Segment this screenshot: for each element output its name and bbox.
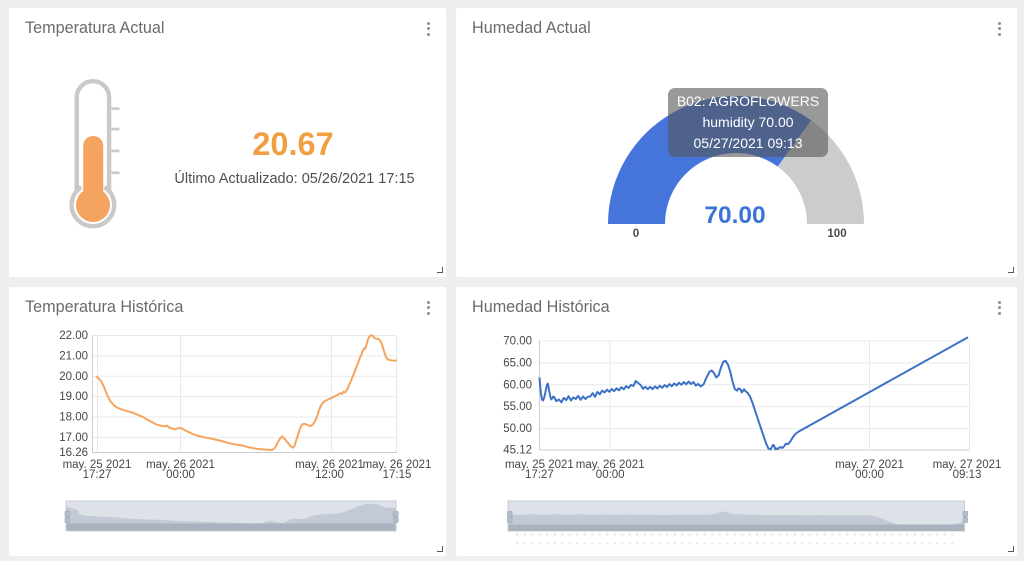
svg-text:17.00: 17.00 — [59, 432, 88, 444]
svg-text:may. 26 2021: may. 26 2021 — [363, 459, 432, 471]
svg-text:70.00: 70.00 — [503, 336, 532, 348]
svg-text:may. 25 2021: may. 25 2021 — [505, 459, 574, 471]
svg-text:16.26: 16.26 — [59, 447, 88, 459]
svg-text:09:13: 09:13 — [953, 469, 982, 481]
svg-text:55.00: 55.00 — [503, 401, 532, 413]
svg-text:20.00: 20.00 — [59, 371, 88, 383]
svg-text:17:15: 17:15 — [383, 469, 412, 481]
svg-text:21.00: 21.00 — [59, 350, 88, 362]
svg-text:17:27: 17:27 — [83, 469, 112, 481]
svg-text:18.00: 18.00 — [59, 412, 88, 424]
svg-text:65.00: 65.00 — [503, 357, 532, 369]
svg-text:may. 26 2021: may. 26 2021 — [295, 459, 364, 471]
svg-text:00:00: 00:00 — [596, 469, 625, 481]
svg-text:22.00: 22.00 — [59, 330, 88, 342]
svg-text:00:00: 00:00 — [855, 469, 884, 481]
svg-text:60.00: 60.00 — [503, 379, 532, 391]
svg-text:may. 26 2021: may. 26 2021 — [576, 459, 645, 471]
svg-text:19.00: 19.00 — [59, 391, 88, 403]
svg-text:45.12: 45.12 — [503, 445, 532, 457]
svg-text:17:27: 17:27 — [525, 469, 554, 481]
svg-text:may. 27 2021: may. 27 2021 — [835, 459, 904, 471]
svg-text:may. 25 2021: may. 25 2021 — [63, 459, 132, 471]
svg-text:may. 27 2021: may. 27 2021 — [933, 459, 1002, 471]
svg-text:50.00: 50.00 — [503, 423, 532, 435]
svg-text:00:00: 00:00 — [166, 469, 195, 481]
svg-text:may. 26 2021: may. 26 2021 — [146, 459, 215, 471]
svg-text:12:00: 12:00 — [315, 469, 344, 481]
